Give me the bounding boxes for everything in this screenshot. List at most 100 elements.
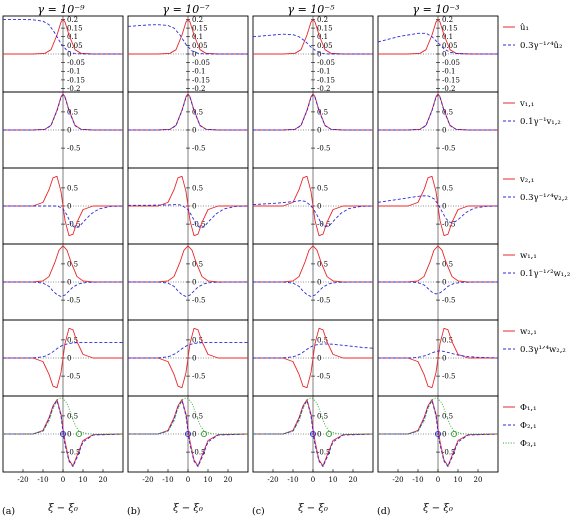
marker-circle-2 [200,430,208,438]
legend-entry: û₁ [520,22,529,33]
y-tick-label: 0.5 [192,412,203,420]
y-tick-label: 0 [67,50,71,58]
marker-circle-2 [325,430,333,438]
panel-r6-c3: 0.5 0 -0.5 -20 -10 0 10 20 [252,395,374,484]
series-line-2 [3,94,123,131]
y-tick-label: -0.5 [442,220,456,228]
y-tick-label: -0.5 [442,296,456,304]
y-tick-label: -0.5 [67,220,81,228]
x-tick-label: -10 [287,476,298,484]
series-line-1 [128,175,248,237]
y-tick-label: 0.15 [67,24,83,32]
series-line-2 [253,343,374,359]
x-tick-label: 0 [436,476,440,484]
y-tick-label: 0.05 [317,42,333,50]
y-tick-label: -0.5 [67,296,81,304]
y-tick-label: 0.5 [317,184,328,192]
y-tick-label: 0.1 [67,33,78,41]
y-tick-label: 0.5 [67,184,78,192]
x-tick-label: 20 [474,476,483,484]
y-tick-label: -0.5 [67,448,81,456]
series-line-1 [128,19,248,55]
y-tick-label: 0.5 [442,260,453,268]
panel-r5-c3: 0.5 0 -0.5 [252,319,374,397]
panel-r4-c4: 0.5 0 -0.5 [377,243,499,321]
panel-r3-c1: 0.5 0 -0.5 [2,167,124,245]
x-tick-label: 0 [61,476,65,484]
series-line-2 [3,205,124,229]
y-tick-label: -0.5 [317,144,331,152]
x-tick-label: -10 [412,476,423,484]
panel-r4-c2: 0.5 0 -0.5 [127,243,249,321]
series-line-2 [128,341,248,359]
y-tick-label: 0 [67,430,71,438]
series-line-1 [378,327,498,389]
series-line-1 [3,327,123,389]
series-line-2 [3,400,124,468]
y-tick-label: -0.5 [192,372,206,380]
series-line-1 [253,245,373,283]
y-tick-label: 0 [67,354,71,362]
y-tick-label: -0.5 [192,220,206,228]
panel-r6-c4: 0.5 0 -0.5 -20 -10 0 10 20 [377,395,499,484]
y-tick-label: -0.05 [442,59,460,67]
legend-entry: v₁,₁ [519,99,534,109]
x-axis-label-1: ξ − ξ₀ [48,503,78,514]
series-line-2 [253,400,374,468]
y-tick-label: 0.5 [67,108,78,116]
marker-circle-1 [184,430,192,438]
y-tick-label: 0.5 [192,184,203,192]
marker-circle-1 [309,430,317,438]
x-tick-label: -20 [392,476,403,484]
column-title-3: γ = 10⁻⁵ [288,3,336,16]
y-tick-label: -0.2 [317,85,331,93]
y-tick-label: 0.5 [192,336,203,344]
y-tick-label: 0 [192,430,196,438]
column-title-1: γ = 10⁻⁹ [38,3,86,16]
y-tick-label: 0 [192,50,196,58]
series-line-2 [253,94,373,131]
panel-label-a: (a) [2,506,15,517]
y-tick-label: 0 [442,50,446,58]
panel-r5-c4: 0.5 0 -0.5 [377,319,499,397]
x-axis-label-4: ξ − ξ₀ [423,503,453,514]
panel-r5-c1: 0.5 0 -0.5 [2,319,124,397]
series-line-2 [128,281,248,297]
series-line-2 [252,33,373,55]
x-tick-label: 10 [454,476,463,484]
panel-r2-c3: 0.5 0 -0.5 [252,91,374,169]
series-line-1 [378,175,498,237]
x-tick-label: 0 [186,476,190,484]
panel-r2-c4: 0.5 0 -0.5 [377,91,499,169]
panel-r2-c2: 0.5 0 -0.5 [127,91,249,169]
y-tick-label: 0.2 [442,16,453,24]
series-line-2 [378,400,499,468]
x-tick-label: -20 [267,476,278,484]
y-tick-label: 0 [67,278,71,286]
y-tick-label: -0.05 [192,59,210,67]
y-tick-label: 0.5 [67,412,78,420]
panel-r3-c4: 0.5 0 -0.5 [377,167,499,245]
panel-label-c: (c) [252,506,265,517]
panel-r1-c1: 0.20.150.10.050-0.05-0.1-0.15-0.2 [2,15,124,93]
y-tick-label: 0 [192,202,196,210]
y-tick-label: 0.5 [317,412,328,420]
series-line-1 [3,175,123,237]
y-tick-label: -0.5 [317,220,331,228]
series-line-2 [3,19,123,55]
y-tick-label: -0.5 [317,296,331,304]
y-tick-label: 0.5 [442,412,453,420]
y-tick-label: 0.1 [192,33,203,41]
legend-entry: 0.3γ⁻¹ᐟ⁴v₂,₂ [520,193,568,203]
bottom-labels: (a) (b) (c) (d) ξ − ξ₀ ξ − ξ₀ ξ − ξ₀ ξ −… [2,503,453,517]
y-tick-label: -0.5 [192,448,206,456]
y-tick-label: 0.5 [67,260,78,268]
legend-entry: Φ₃,₁ [520,439,537,449]
series-line-2 [128,400,249,468]
y-tick-label: 0 [317,354,321,362]
column-title-2: γ = 10⁻⁷ [163,3,211,16]
legend-entry: w₁,₁ [520,251,537,261]
y-tick-label: 0 [442,430,446,438]
y-tick-label: 0 [317,278,321,286]
